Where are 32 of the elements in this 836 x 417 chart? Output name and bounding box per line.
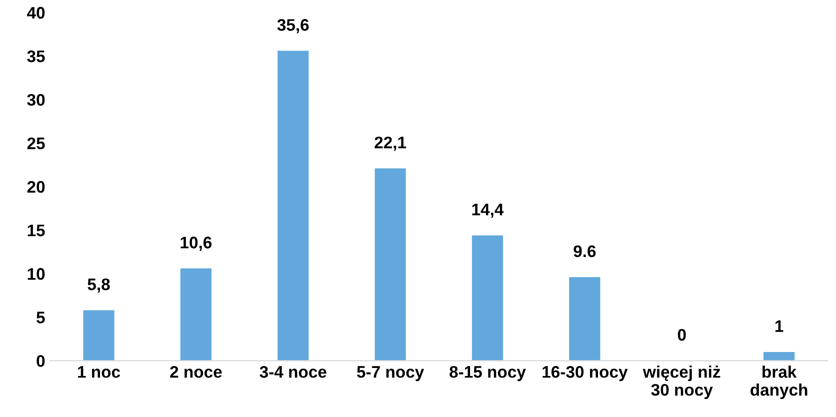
bar [83, 310, 114, 361]
data-label: 35,6 [277, 19, 309, 34]
x-tick-label: 8-15 nocy [450, 366, 526, 382]
y-tick-label: 35 [27, 50, 45, 62]
x-tick-label: 3-4 noce [260, 366, 326, 378]
data-label: 9.6 [574, 245, 596, 258]
x-tick-label: 5-7 nocy [357, 366, 424, 382]
data-label: 10,6 [180, 236, 212, 251]
y-tick-label: 5 [36, 312, 45, 324]
data-label: 14,4 [472, 204, 504, 218]
y-tick-label: 40 [27, 6, 45, 19]
x-tick-label: 16-30 nocy [542, 366, 628, 382]
data-label: 1 [775, 320, 784, 332]
bar [764, 352, 795, 361]
data-label: 5,8 [88, 278, 110, 293]
bar [569, 277, 600, 361]
data-label: 0 [678, 328, 686, 341]
y-tick-label: 25 [27, 137, 45, 150]
x-tick-label: 1 noc [78, 366, 120, 378]
y-tick-label: 0 [36, 355, 45, 367]
bar [278, 50, 309, 361]
y-tick-label: 20 [27, 181, 45, 193]
x-tick-label: 2 noce [170, 366, 222, 378]
bar [180, 268, 212, 361]
y-tick-label: 30 [27, 94, 45, 106]
x-tick-label: więcej niż 30 nocy [642, 366, 720, 400]
bar [374, 168, 406, 361]
y-tick-label: 15 [28, 224, 45, 236]
y-tick-label: 10 [28, 268, 45, 280]
x-tick-label: brak danych [750, 366, 808, 400]
bar [472, 235, 504, 361]
data-label: 22,1 [374, 136, 406, 151]
